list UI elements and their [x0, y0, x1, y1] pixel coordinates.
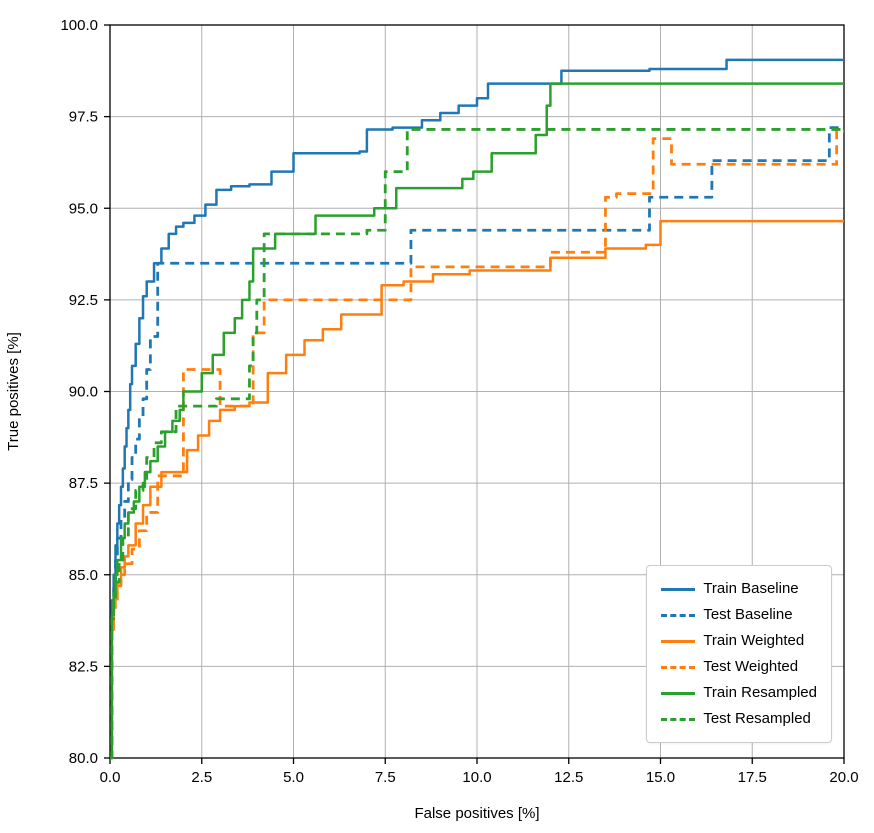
y-tick-label: 92.5: [69, 292, 98, 309]
chart-legend[interactable]: Train Baseline Test Baseline Train Weighte…: [646, 565, 832, 743]
legend-label-test-weighted: Test Weighted: [703, 654, 798, 680]
legend-label-train-resampled: Train Resampled: [703, 680, 817, 706]
y-tick-label: 95.0: [69, 200, 98, 217]
y-tick-label: 90.0: [69, 384, 98, 401]
y-axis-label: True positives [%]: [5, 332, 22, 451]
legend-swatch-train-baseline: [661, 588, 695, 591]
x-axis-label: False positives [%]: [414, 805, 539, 822]
y-tick-label: 97.5: [69, 109, 98, 126]
x-tick-label: 0.0: [100, 769, 121, 786]
y-tick-label: 80.0: [69, 750, 98, 767]
y-tick-label: 85.0: [69, 567, 98, 584]
legend-item-train-baseline[interactable]: Train Baseline: [661, 576, 817, 602]
legend-label-test-resampled: Test Resampled: [703, 706, 811, 732]
legend-item-train-weighted[interactable]: Train Weighted: [661, 628, 817, 654]
legend-item-test-weighted[interactable]: Test Weighted: [661, 654, 817, 680]
y-tick-label: 100.0: [60, 17, 98, 34]
legend-swatch-train-weighted: [661, 640, 695, 643]
x-tick-label: 12.5: [554, 769, 583, 786]
legend-item-test-baseline[interactable]: Test Baseline: [661, 602, 817, 628]
x-tick-label: 5.0: [283, 769, 304, 786]
legend-label-train-weighted: Train Weighted: [703, 628, 804, 654]
legend-swatch-test-baseline: [661, 614, 695, 617]
x-tick-label: 10.0: [462, 769, 491, 786]
chart-container: 0.0 2.5 5.0 7.5 10.0 12.5 15.0 17.5 20.0 80.0 82.5…: [0, 0, 874, 833]
legend-label-train-baseline: Train Baseline: [703, 576, 798, 602]
legend-item-test-resampled[interactable]: Test Resampled: [661, 706, 817, 732]
legend-swatch-test-weighted: [661, 666, 695, 669]
legend-item-train-resampled[interactable]: Train Resampled: [661, 680, 817, 706]
x-tick-label: 2.5: [191, 769, 212, 786]
x-tick-label: 20.0: [829, 769, 858, 786]
legend-swatch-test-resampled: [661, 718, 695, 721]
x-tick-label: 7.5: [375, 769, 396, 786]
legend-swatch-train-resampled: [661, 692, 695, 695]
y-tick-label: 87.5: [69, 475, 98, 492]
x-tick-label: 15.0: [646, 769, 675, 786]
legend-label-test-baseline: Test Baseline: [703, 602, 792, 628]
y-tick-label: 82.5: [69, 658, 98, 675]
x-tick-label: 17.5: [738, 769, 767, 786]
